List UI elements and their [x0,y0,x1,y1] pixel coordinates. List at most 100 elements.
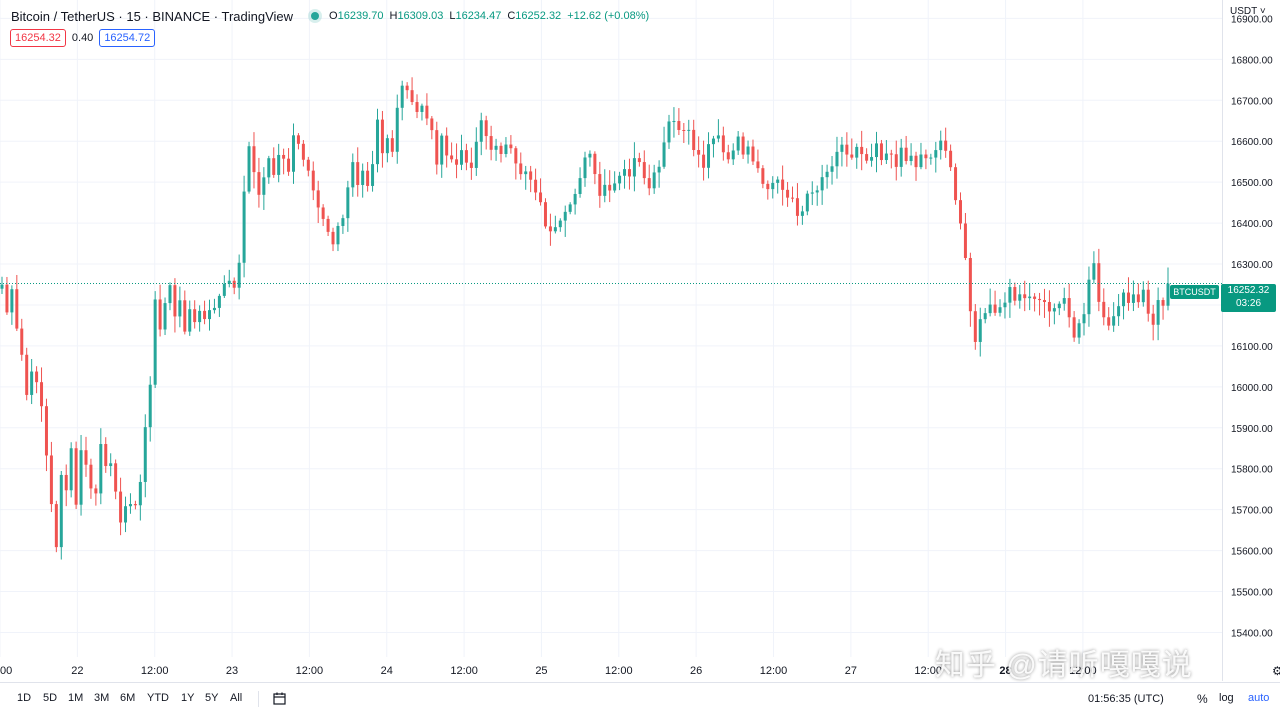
buy-price-button[interactable]: 16254.72 [99,29,156,47]
candle [623,159,627,189]
candle [124,496,128,533]
candle [183,290,187,335]
toolbar-divider [258,691,259,707]
symbol-title[interactable]: Bitcoin / TetherUS · 15 · BINANCE · Trad… [11,8,294,24]
candle [1141,281,1145,307]
candle [543,198,547,229]
candle [341,214,345,234]
candle [776,176,780,194]
range-5y-button[interactable]: 5Y [205,692,219,704]
candle [420,103,424,121]
candle [716,119,720,143]
time-tick-label: 00 [0,665,12,677]
candle [558,218,562,232]
chart-pane[interactable] [0,0,1222,681]
candle [746,140,750,164]
candle [850,138,854,160]
candle [1008,278,1012,318]
candle [10,285,14,325]
candle [292,123,295,184]
log-scale-toggle[interactable]: log [1219,692,1234,704]
candle [1112,302,1116,332]
candle [489,125,493,161]
watermark: 知乎 @请听嘎嘎说 [935,649,1193,682]
candle [296,133,300,150]
candle [825,164,829,189]
auto-scale-toggle[interactable]: auto [1248,692,1270,704]
bid-ask-quote: 16254.32 0.40 16254.72 [10,29,156,47]
time-tick-label: 12:00 [450,665,478,677]
price-tick-label: 16500.00 [1231,178,1273,189]
candle [193,300,197,329]
candle [1018,284,1022,309]
price-tick-label: 15600.00 [1231,547,1273,558]
candle [578,167,582,198]
currency-button[interactable]: USDT ˅ [1230,6,1266,17]
candle [351,153,355,197]
range-1y-button[interactable]: 1Y [181,692,195,704]
candle [464,143,468,171]
candle [74,441,78,510]
candle [499,142,503,163]
candle [949,144,953,172]
candle [35,366,39,394]
candle [707,132,711,179]
candle [15,274,19,332]
candle [870,143,874,167]
percent-scale-toggle[interactable]: % [1197,692,1208,706]
candle [894,140,898,181]
candle [232,277,236,295]
candle [914,151,918,181]
candle [371,150,375,192]
candle [998,299,1002,317]
candle [1156,287,1160,341]
price-tick-label: 15800.00 [1231,465,1273,476]
candle [410,77,414,106]
gear-icon[interactable]: ⚙ [1272,664,1280,678]
candle [642,150,646,185]
candle [203,300,207,325]
candle [588,150,592,167]
candle [968,252,972,327]
range-5d-button[interactable]: 5D [43,692,58,704]
candle [1052,303,1056,325]
range-all-button[interactable]: All [230,692,243,704]
price-axis[interactable]: 15400.00 15500.00 15600.00 15700.00 15800.00… [1222,0,1280,681]
range-ytd-button[interactable]: YTD [147,692,169,704]
price-tick-label: 15400.00 [1231,628,1273,639]
range-1m-button[interactable]: 1M [68,692,84,704]
candle [899,138,903,177]
candle [761,165,765,189]
candle [973,304,977,350]
candle [687,119,691,145]
candle [875,131,878,173]
price-tick-label: 16400.00 [1231,219,1273,230]
candle [988,288,992,317]
sell-price-button[interactable]: 16254.32 [10,29,66,47]
range-1d-button[interactable]: 1D [17,692,32,704]
candle [247,141,251,194]
candle [815,185,819,206]
candle [128,493,132,514]
candle [1087,266,1091,327]
candle [786,182,790,207]
candle [702,140,706,181]
candle [1131,280,1135,312]
range-3m-button[interactable]: 3M [94,692,110,704]
calendar-goto-icon[interactable] [272,691,288,707]
candle [326,215,330,236]
range-6m-button[interactable]: 6M [120,692,136,704]
candle [316,180,320,224]
spread-value: 0.40 [71,32,94,44]
candle [583,151,587,187]
time-axis[interactable]: 00 22 12:00 23 12:00 24 12:00 25 12:00 26 12:00 27 1… [0,657,1222,681]
time-tick-label: 24 [381,665,393,677]
candle [889,149,893,169]
candle [69,442,73,498]
price-tick-label: 15500.00 [1231,588,1273,599]
utc-clock[interactable]: 01:56:35 (UTC) [1088,693,1164,705]
candle [311,161,315,201]
candle [514,146,518,180]
candle [301,140,305,167]
candle [99,428,103,505]
